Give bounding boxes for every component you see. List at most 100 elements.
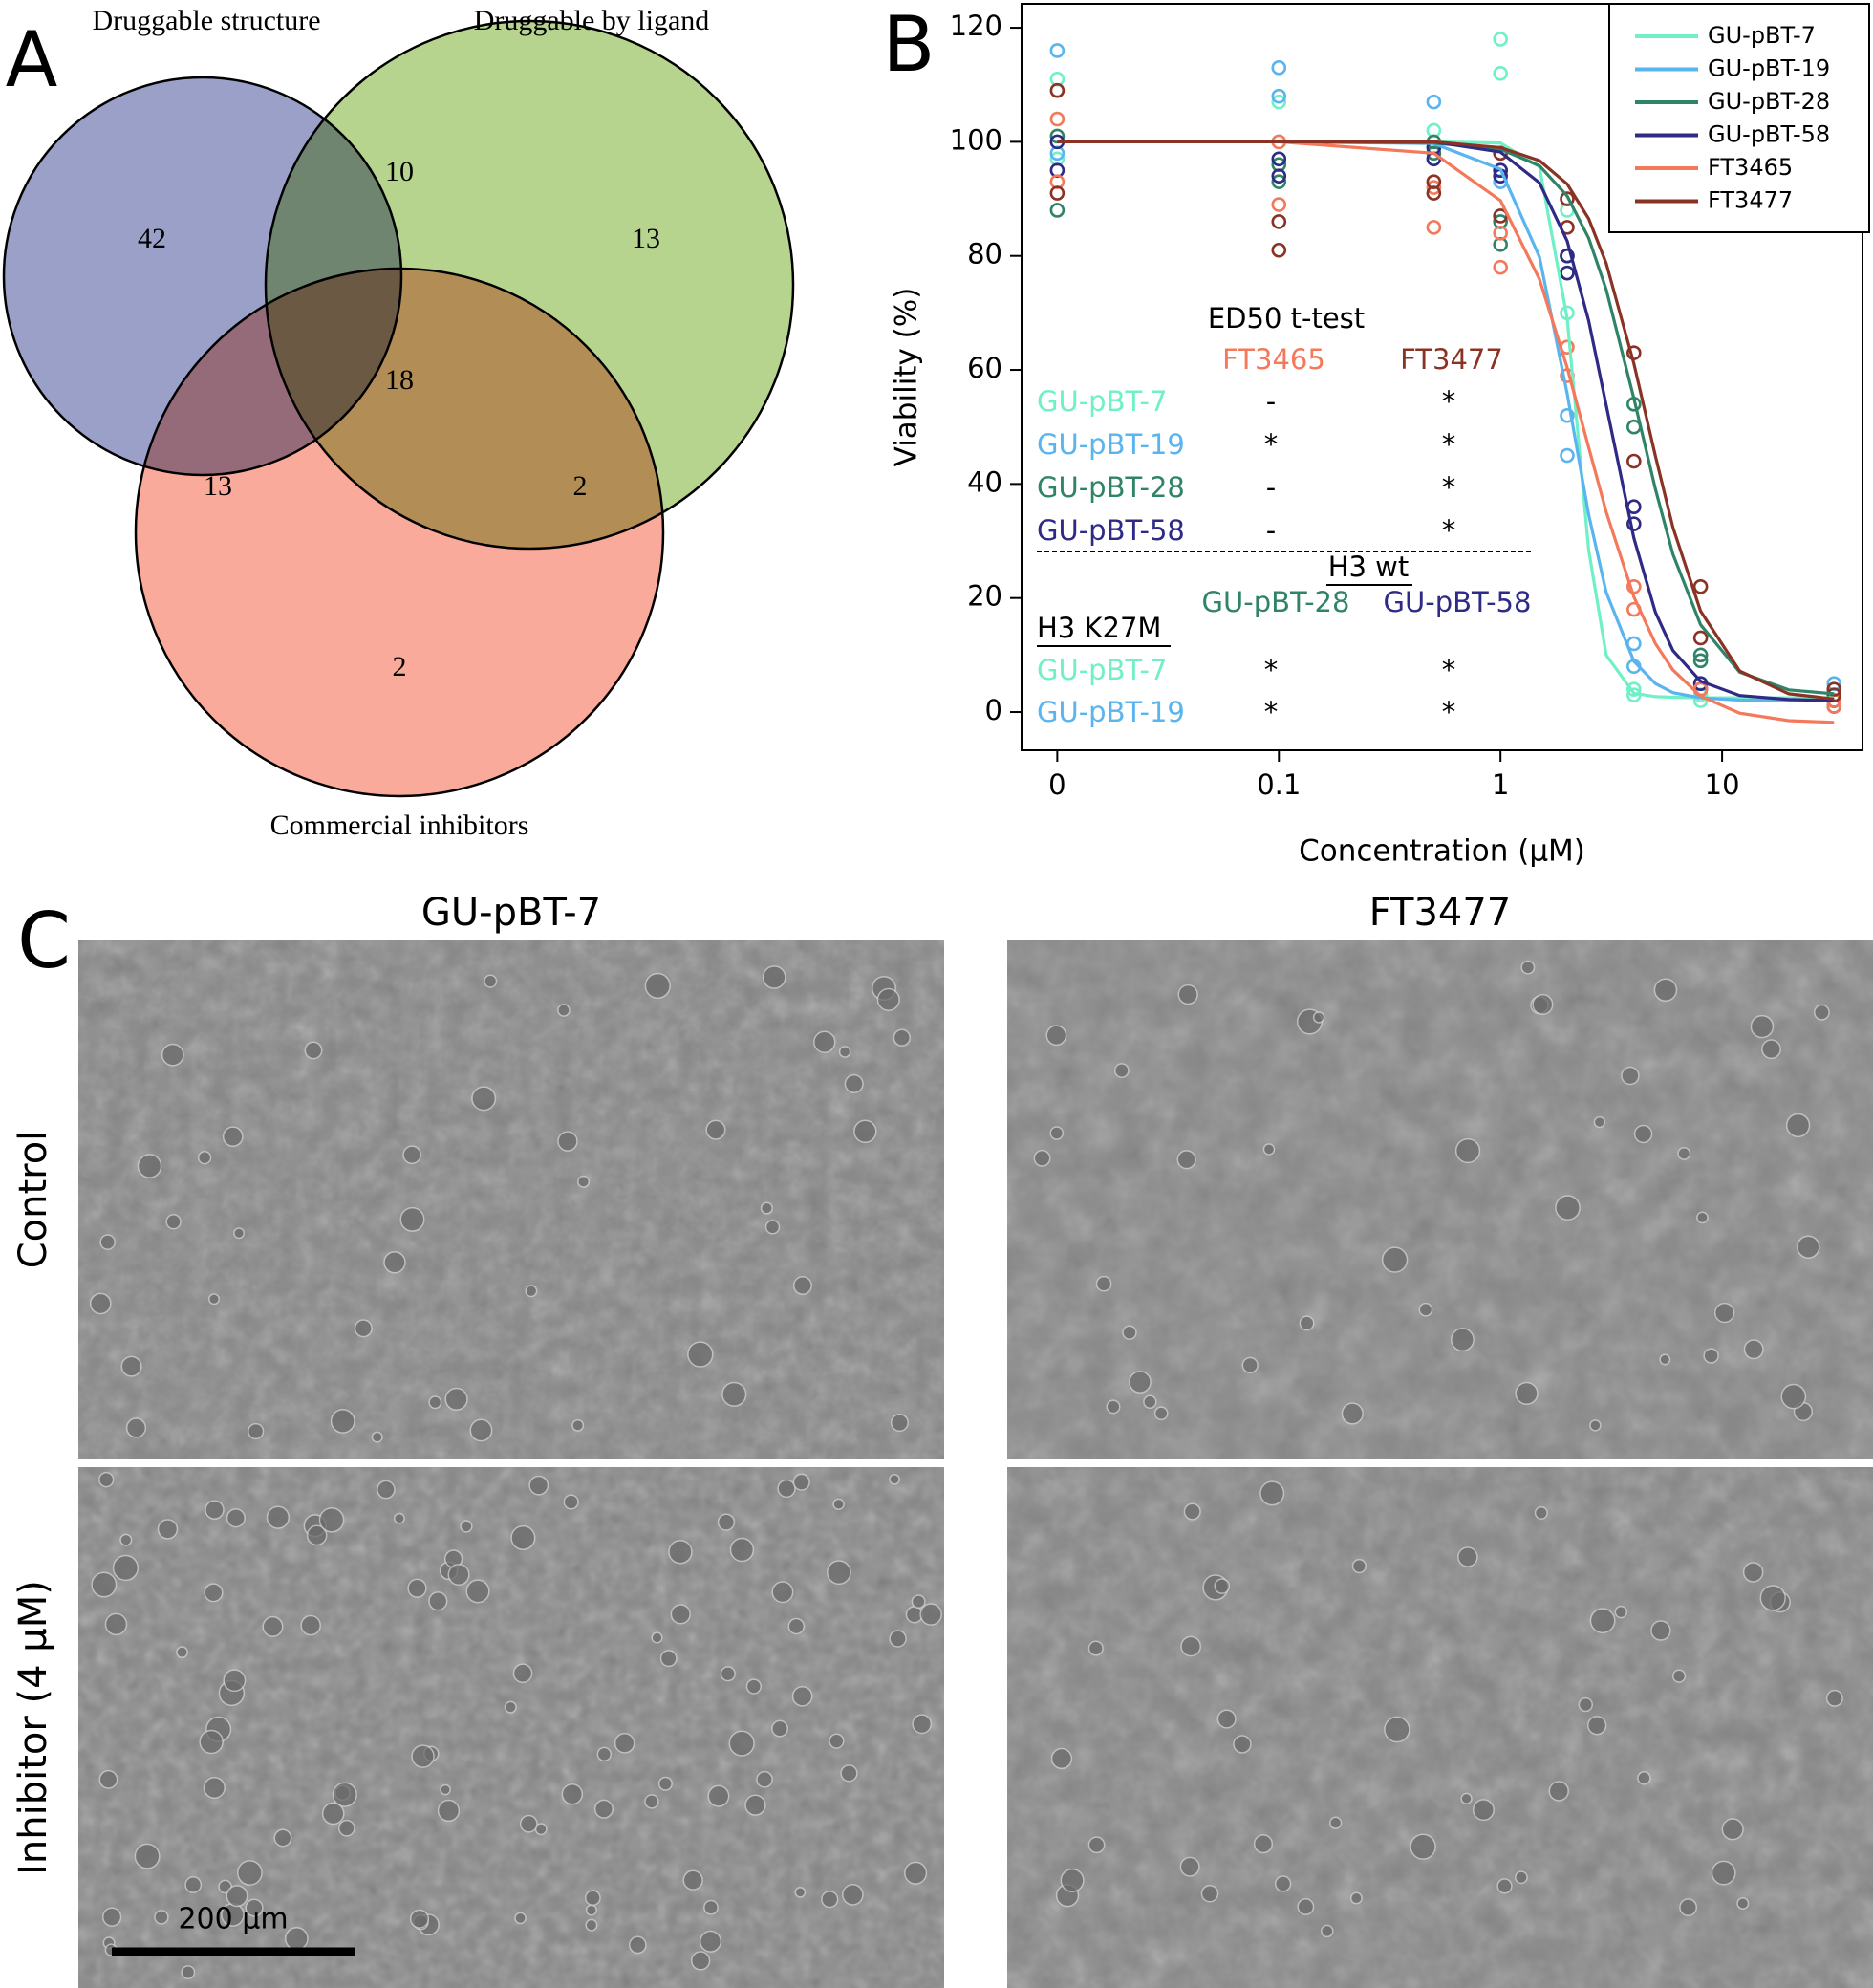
x-tick-label: 0 xyxy=(1048,768,1066,801)
data-point xyxy=(1049,43,1066,58)
cell xyxy=(1532,993,1554,1015)
cell xyxy=(1200,1884,1219,1903)
cell xyxy=(659,1650,678,1668)
cell xyxy=(460,1520,473,1533)
cell xyxy=(383,1251,406,1274)
cell xyxy=(1297,1898,1315,1915)
cell xyxy=(792,1473,810,1491)
cell xyxy=(826,1560,851,1586)
row-title: Inhibitor (4 μM) xyxy=(11,1580,55,1875)
cell xyxy=(1180,1635,1202,1657)
cell xyxy=(1785,1113,1811,1138)
table-row-label: GU-pBT-7 xyxy=(1037,385,1167,418)
cell xyxy=(699,1930,722,1953)
cell xyxy=(409,1909,430,1929)
cell xyxy=(1384,1716,1410,1743)
cell xyxy=(687,1341,714,1368)
cell xyxy=(226,1885,248,1908)
cell xyxy=(207,1293,221,1306)
table-row-label: GU-pBT-19 xyxy=(1037,428,1185,461)
y-tick-label: 120 xyxy=(950,10,1002,42)
table-cell: - xyxy=(1266,471,1276,504)
cell xyxy=(596,1746,613,1762)
cell xyxy=(1122,1325,1137,1340)
set-label: Druggable structure xyxy=(92,5,320,36)
cell xyxy=(792,1276,812,1296)
cell xyxy=(842,1884,864,1906)
table-row-label: GU-pBT-7 xyxy=(1037,654,1167,686)
region-count: 13 xyxy=(204,470,232,502)
cell xyxy=(890,1414,909,1433)
data-point xyxy=(1271,94,1287,110)
cell xyxy=(137,1154,162,1178)
cell xyxy=(717,1513,736,1531)
cell xyxy=(285,1927,309,1951)
table-column: FT3465 xyxy=(1222,343,1325,376)
cell xyxy=(304,1041,323,1060)
cell xyxy=(112,1554,140,1582)
data-point xyxy=(1049,128,1066,144)
cell xyxy=(720,1666,736,1682)
cell xyxy=(1633,1124,1653,1144)
data-point xyxy=(1560,248,1575,264)
cell xyxy=(1410,1833,1436,1860)
cell xyxy=(204,1583,224,1603)
cell xyxy=(721,1381,747,1407)
table-cell: * xyxy=(1442,428,1456,461)
data-point xyxy=(1560,407,1575,423)
table-column: GU-pBT-28 xyxy=(1202,586,1350,618)
cell xyxy=(332,1782,357,1807)
table-group: H3 K27M xyxy=(1037,612,1161,644)
cell xyxy=(98,1769,118,1789)
cell xyxy=(1761,1039,1781,1060)
cell xyxy=(514,1912,527,1925)
legend-label: GU-pBT-58 xyxy=(1708,121,1830,148)
cell xyxy=(791,1685,813,1707)
cell xyxy=(585,1918,598,1932)
micrograph-texture xyxy=(1007,1467,1873,1988)
cell xyxy=(1593,1115,1606,1129)
cell xyxy=(525,1285,538,1298)
table-title: H3 wt xyxy=(1328,551,1410,583)
cell xyxy=(184,1876,203,1893)
cell xyxy=(399,1206,425,1232)
cell xyxy=(1460,1792,1473,1804)
cell xyxy=(337,1819,355,1837)
cell xyxy=(1457,1546,1478,1567)
fit-curve xyxy=(1057,140,1835,724)
cell xyxy=(794,1886,807,1898)
cell xyxy=(1653,978,1678,1003)
cell xyxy=(1176,1150,1196,1170)
data-point xyxy=(1626,516,1642,531)
venn-outline xyxy=(264,19,795,551)
cell xyxy=(300,1614,322,1636)
data-point xyxy=(1560,447,1575,464)
fit-curve xyxy=(1057,140,1835,702)
panel-label: A xyxy=(6,15,58,104)
cell xyxy=(668,1540,693,1565)
plot-frame xyxy=(1021,3,1863,751)
cell xyxy=(154,1910,169,1925)
cell xyxy=(1214,1578,1231,1594)
cell xyxy=(1143,1394,1157,1409)
fit-curve xyxy=(1057,140,1835,701)
data-point xyxy=(1049,203,1066,218)
cell xyxy=(1241,1356,1259,1373)
cell xyxy=(690,1951,711,1971)
region-count: 42 xyxy=(138,223,166,254)
table-cell: * xyxy=(1442,514,1456,547)
cell xyxy=(223,1669,247,1693)
cell xyxy=(1671,1669,1687,1683)
cell xyxy=(1696,1211,1709,1224)
cell xyxy=(1750,1014,1775,1039)
set-label: Druggable by ligand xyxy=(474,5,710,36)
cell xyxy=(760,1201,774,1215)
cell xyxy=(889,1473,900,1485)
cell xyxy=(904,1861,928,1885)
cell xyxy=(1797,1235,1820,1259)
cell xyxy=(247,1422,265,1440)
cell xyxy=(440,1783,451,1796)
cell xyxy=(787,1617,806,1635)
cell xyxy=(1548,1781,1569,1802)
cell xyxy=(402,1145,421,1165)
